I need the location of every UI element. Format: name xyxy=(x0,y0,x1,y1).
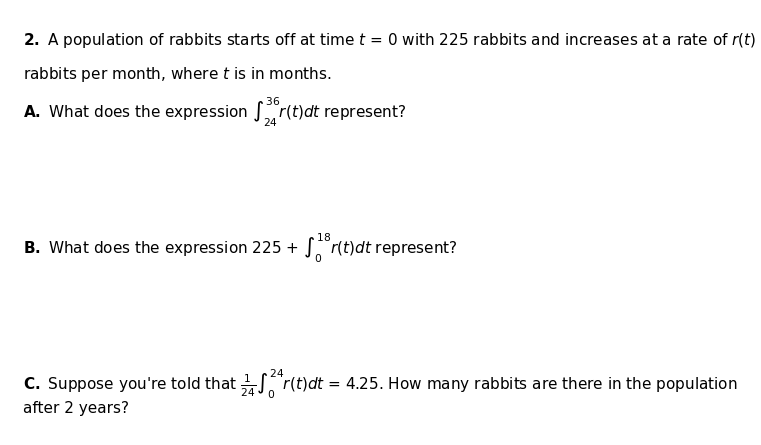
Text: $\mathbf{B.}$ What does the expression 225 + $\int_{0}^{18}r(t)dt$ represent?: $\mathbf{B.}$ What does the expression 2… xyxy=(23,231,457,265)
Text: $\mathbf{C.}$ Suppose you're told that $\frac{1}{24}\int_{0}^{24}r(t)dt$ = 4.25.: $\mathbf{C.}$ Suppose you're told that $… xyxy=(23,367,737,400)
Text: after 2 years?: after 2 years? xyxy=(23,400,129,416)
Text: $\mathbf{2.}$ A population of rabbits starts off at time $t$ = 0 with 225 rabbit: $\mathbf{2.}$ A population of rabbits st… xyxy=(23,31,756,50)
Text: $\mathbf{A.}$ What does the expression $\int_{24}^{36}r(t)dt$ represent?: $\mathbf{A.}$ What does the expression $… xyxy=(23,96,406,129)
Text: rabbits per month, where $t$ is in months.: rabbits per month, where $t$ is in month… xyxy=(23,65,332,84)
